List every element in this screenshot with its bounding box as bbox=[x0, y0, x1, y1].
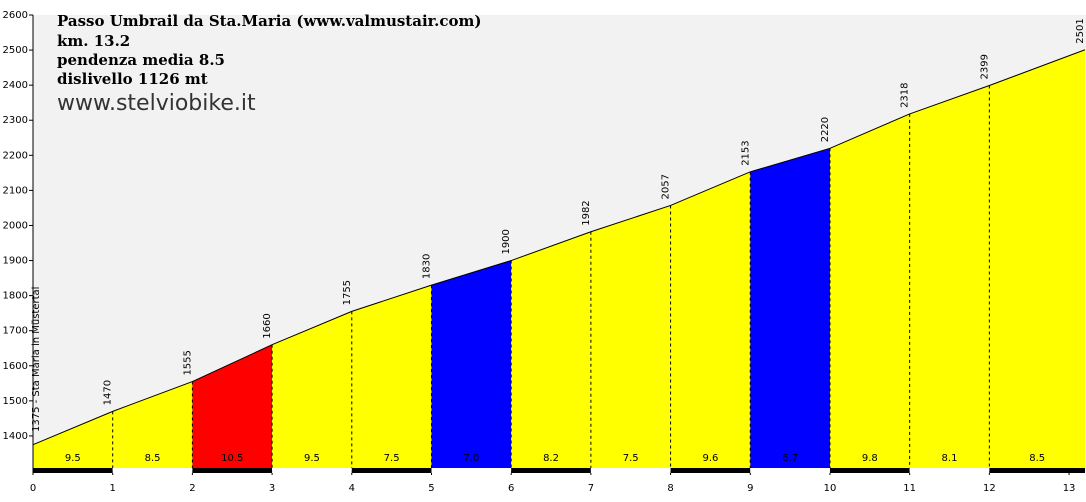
gradient-label: 9.6 bbox=[702, 453, 718, 464]
elevation-label: 1755 bbox=[342, 280, 353, 305]
segment bbox=[750, 148, 830, 469]
x-tick-label: 0 bbox=[30, 483, 36, 494]
x-tick-label: 3 bbox=[269, 483, 275, 494]
profile-line bbox=[32, 49, 1086, 446]
scale-strip bbox=[192, 468, 273, 473]
x-tick-label: 6 bbox=[508, 483, 514, 494]
gradient-label: 6.7 bbox=[782, 453, 798, 464]
site: www.stelviobike.it bbox=[57, 91, 256, 116]
segment bbox=[670, 171, 751, 468]
scale-strip bbox=[670, 468, 751, 473]
x-tick-label: 9 bbox=[747, 483, 753, 494]
elevation-label: 1982 bbox=[581, 200, 592, 225]
x-tick-label: 13 bbox=[1063, 483, 1076, 494]
gradient-label: 9.5 bbox=[304, 453, 320, 464]
x-tick-label: 8 bbox=[667, 483, 673, 494]
elevation-label: 1900 bbox=[501, 229, 512, 254]
y-tick-label: 2300 bbox=[3, 115, 28, 126]
segment bbox=[112, 381, 193, 468]
gradient-label: 8.1 bbox=[942, 453, 958, 464]
plot: 1400150016001700180019002000210022002300… bbox=[3, 10, 1086, 494]
elevation-label: 2153 bbox=[740, 140, 751, 165]
y-tick-label: 1500 bbox=[3, 396, 28, 407]
y-tick-label: 1800 bbox=[3, 291, 28, 302]
y-tick-label: 1400 bbox=[3, 431, 28, 442]
subtitle: pendenza media 8.5 bbox=[57, 51, 225, 69]
scale-strip bbox=[112, 468, 193, 473]
x-tick-label: 7 bbox=[588, 483, 594, 494]
elevation-label: 1830 bbox=[421, 254, 432, 279]
segment bbox=[272, 311, 352, 468]
segment bbox=[909, 85, 990, 469]
y-tick-label: 1900 bbox=[3, 256, 28, 267]
scale-strip bbox=[750, 468, 830, 473]
elevation-label: 2399 bbox=[979, 54, 990, 79]
scale-strip bbox=[989, 468, 1085, 473]
segment bbox=[33, 411, 113, 468]
gradient-label: 10.5 bbox=[221, 453, 243, 464]
gradient-label: 7.0 bbox=[463, 453, 479, 464]
elevation-label: 2220 bbox=[820, 117, 831, 142]
scale-strip bbox=[511, 468, 591, 473]
scale-strip bbox=[829, 468, 910, 473]
y-tick-label: 1700 bbox=[3, 326, 28, 337]
x-tick-label: 4 bbox=[349, 483, 355, 494]
elevation-label: 2318 bbox=[900, 82, 911, 107]
gradient-label: 9.8 bbox=[862, 453, 878, 464]
gradient-label: 7.5 bbox=[623, 453, 639, 464]
gradient-label: 8.5 bbox=[1029, 453, 1045, 464]
elevation-label: 2501 bbox=[1075, 18, 1086, 43]
segment bbox=[192, 344, 273, 468]
scale-strip bbox=[33, 468, 113, 473]
y-tick-label: 2000 bbox=[3, 220, 28, 231]
segment bbox=[511, 231, 591, 468]
y-tick-label: 1600 bbox=[3, 361, 28, 372]
y-tick-label: 2100 bbox=[3, 185, 28, 196]
gradient-label: 7.5 bbox=[384, 453, 400, 464]
scale-strip bbox=[909, 468, 990, 473]
segment bbox=[989, 49, 1085, 468]
elevation-label: 2057 bbox=[661, 174, 672, 199]
scale-strip bbox=[590, 468, 671, 473]
gradient-label: 8.5 bbox=[145, 453, 161, 464]
subtitle: dislivello 1126 mt bbox=[57, 70, 208, 88]
x-tick-label: 10 bbox=[824, 483, 837, 494]
y-tick-label: 2600 bbox=[3, 10, 28, 21]
segment bbox=[829, 113, 910, 468]
segment bbox=[590, 205, 671, 468]
scale-strip bbox=[431, 468, 512, 473]
x-tick-label: 1 bbox=[110, 483, 116, 494]
x-tick-label: 5 bbox=[428, 483, 434, 494]
x-tick-label: 2 bbox=[189, 483, 195, 494]
scale-strip bbox=[272, 468, 352, 473]
elevation-label: 1660 bbox=[262, 313, 273, 338]
y-tick-label: 2200 bbox=[3, 150, 28, 161]
elevation-label: 1470 bbox=[103, 380, 114, 405]
y-tick-label: 2500 bbox=[3, 45, 28, 56]
x-tick-label: 11 bbox=[903, 483, 916, 494]
elevation-label: 1375 - Sta Maria in Müstertal bbox=[31, 287, 42, 432]
gradient-label: 9.5 bbox=[65, 453, 81, 464]
x-tick-label: 12 bbox=[983, 483, 996, 494]
scale-strip bbox=[351, 468, 432, 473]
segment bbox=[351, 285, 432, 468]
y-tick-label: 2400 bbox=[3, 80, 28, 91]
segment bbox=[431, 260, 512, 468]
subtitle: km. 13.2 bbox=[57, 32, 130, 50]
elevation-label: 1555 bbox=[182, 350, 193, 375]
gradient-label: 8.2 bbox=[543, 453, 559, 464]
chart-title: Passo Umbrail da Sta.Maria (www.valmusta… bbox=[57, 12, 482, 30]
